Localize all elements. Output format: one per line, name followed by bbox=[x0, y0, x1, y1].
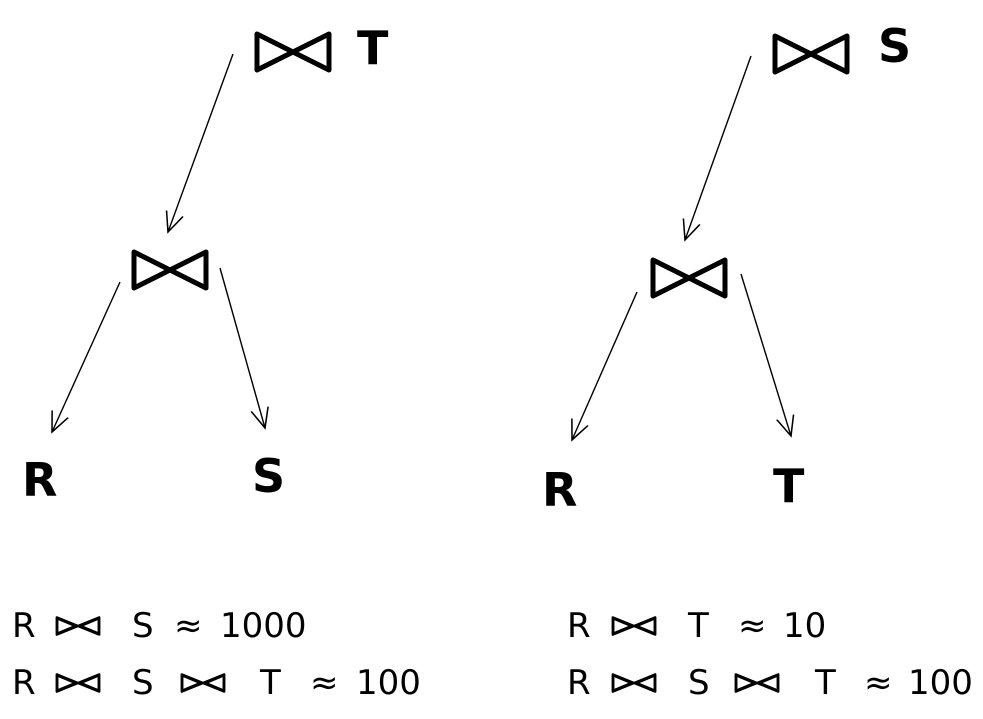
left-edge-top-to-mid bbox=[168, 53, 234, 232]
formula-value: 10 bbox=[783, 606, 826, 646]
formula-term: R bbox=[567, 606, 591, 646]
formula-term: T bbox=[814, 663, 836, 703]
approx-symbol: ≈ bbox=[864, 663, 893, 703]
right-leaf-r: R bbox=[542, 463, 577, 517]
join-icon bbox=[611, 673, 657, 693]
left-mid-join-icon bbox=[134, 252, 206, 288]
join-icon bbox=[180, 673, 226, 693]
right-formula-2: R S T ≈ 100 bbox=[567, 663, 973, 703]
left-formula-1: R S ≈ 1000 bbox=[12, 606, 307, 646]
formula-term: T bbox=[687, 606, 709, 646]
right-mid-join-icon bbox=[653, 260, 725, 296]
formula-term: R bbox=[567, 663, 591, 703]
right-formula-1: R T ≈ 10 bbox=[567, 606, 826, 646]
formula-term: R bbox=[12, 606, 36, 646]
left-tree: T R S bbox=[22, 21, 389, 507]
left-edge-mid-to-S bbox=[219, 267, 265, 428]
formula-term: S bbox=[132, 606, 154, 646]
left-top-join-icon bbox=[257, 34, 329, 70]
left-leaf-r: R bbox=[22, 453, 57, 507]
right-edge-top-to-mid bbox=[685, 55, 752, 240]
formula-term: R bbox=[12, 663, 36, 703]
left-edge-mid-to-R bbox=[52, 281, 121, 432]
approx-symbol: ≈ bbox=[738, 606, 767, 646]
left-leaf-s: S bbox=[252, 449, 285, 503]
right-edge-mid-to-T bbox=[740, 273, 791, 436]
left-top-label: T bbox=[357, 21, 389, 75]
approx-symbol: ≈ bbox=[174, 606, 203, 646]
formula-value: 100 bbox=[356, 663, 421, 703]
right-top-join-icon bbox=[775, 36, 847, 72]
formula-value: 1000 bbox=[220, 606, 307, 646]
join-icon bbox=[611, 616, 657, 636]
formula-term: S bbox=[132, 663, 154, 703]
formula-term: S bbox=[688, 663, 710, 703]
approx-symbol: ≈ bbox=[310, 663, 339, 703]
formula-value: 100 bbox=[908, 663, 973, 703]
right-edge-mid-to-R bbox=[572, 291, 638, 440]
join-icon bbox=[734, 673, 780, 693]
join-icon bbox=[55, 673, 101, 693]
formula-term: T bbox=[259, 663, 281, 703]
join-icon bbox=[55, 616, 101, 636]
right-tree: S R T bbox=[542, 19, 911, 517]
left-formula-2: R S T ≈ 100 bbox=[12, 663, 421, 703]
right-leaf-t: T bbox=[773, 459, 805, 513]
right-top-label: S bbox=[878, 19, 911, 73]
